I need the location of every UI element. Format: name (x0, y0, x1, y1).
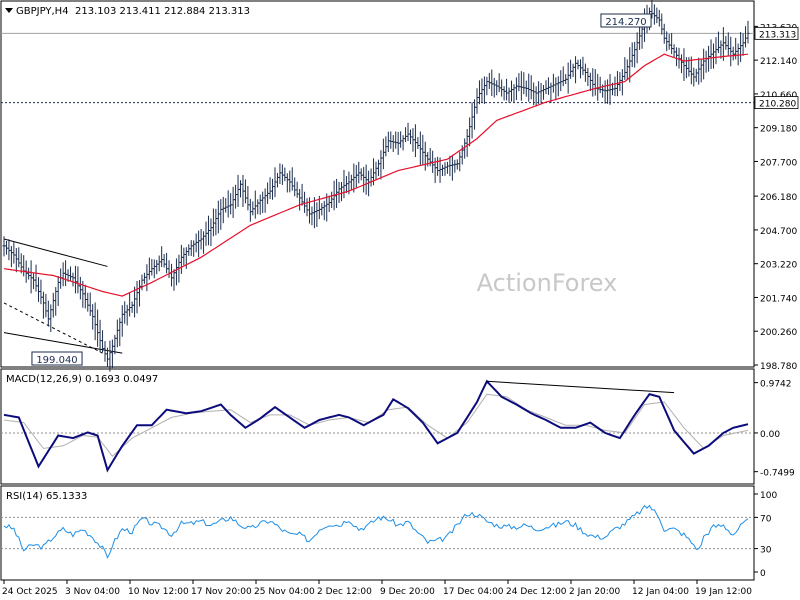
price-tick-label: 210.660 (760, 91, 797, 101)
chevron-down-icon[interactable] (5, 8, 13, 13)
ohlc-readout: 213.103 213.411 212.884 213.313 (75, 6, 250, 17)
time-tick-label: 2 Dec 12:00 (317, 587, 372, 597)
price-tick-label: 206.180 (760, 193, 797, 203)
low-annotation: 199.040 (36, 355, 77, 366)
moving-average-line (3, 53, 749, 297)
rsi-label: RSI(14) 65.1333 (6, 491, 87, 502)
macd-tick-label: -0.7499 (760, 469, 795, 479)
price-bars (2, 0, 750, 372)
macd-tick-label: 0.9742 (760, 380, 792, 390)
time-tick-label: 24 Oct 2025 (2, 587, 58, 597)
high-annotation: 214.270 (605, 17, 646, 28)
time-tick-label: 3 Nov 04:00 (65, 587, 120, 597)
time-tick-label: 10 Nov 12:00 (128, 587, 189, 597)
support-price-tag: 210.280 (759, 100, 796, 110)
price-tick-label: 209.180 (760, 125, 797, 135)
price-panel (0, 0, 755, 368)
low-annotation-box (31, 351, 83, 366)
time-tick-label: 9 Dec 20:00 (380, 587, 435, 597)
price-tick-label: 200.260 (760, 328, 797, 338)
time-tick-label: 25 Nov 04:00 (254, 587, 315, 597)
time-tick-label: 17 Dec 04:00 (443, 587, 504, 597)
rsi-tick-label: 0 (760, 569, 766, 579)
macd-panel (0, 368, 755, 485)
rsi-line (3, 504, 749, 559)
watermark: ActionForex (477, 269, 618, 297)
time-tick-label: 19 Jan 12:00 (695, 587, 752, 597)
time-tick-label: 2 Jan 20:00 (569, 587, 621, 597)
price-tick-label: 207.700 (760, 158, 797, 168)
rsi-tick-label: 100 (760, 491, 777, 501)
time-tick-label: 24 Dec 12:00 (506, 587, 567, 597)
support-price-tag-box (754, 96, 799, 109)
current-price-tag: 213.313 (759, 30, 796, 40)
chart-title: GBPJPY,H4 (16, 6, 69, 17)
rsi-tick-label: 70 (760, 514, 772, 524)
price-tick-label: 203.220 (760, 261, 797, 271)
time-tick-label: 17 Nov 20:00 (191, 587, 252, 597)
channel-dashed-line (3, 302, 103, 354)
price-tick-label: 204.700 (760, 227, 797, 237)
macd-label: MACD(12,26,9) 0.1693 0.0497 (6, 374, 158, 385)
price-tick-label: 198.780 (760, 362, 797, 372)
macd-tick-label: 0.00 (760, 430, 780, 440)
channel-line-0 (3, 238, 108, 267)
current-price-tag-box (754, 26, 799, 40)
rsi-panel (0, 485, 755, 581)
high-annotation-box (600, 13, 652, 28)
price-tick-label: 201.740 (760, 294, 797, 304)
macd-main-line (3, 379, 749, 473)
macd-divergence-line (486, 380, 675, 394)
time-tick-label: 12 Jan 04:00 (632, 587, 689, 597)
price-tick-label: 212.140 (760, 57, 797, 67)
rsi-tick-label: 30 (760, 546, 772, 556)
